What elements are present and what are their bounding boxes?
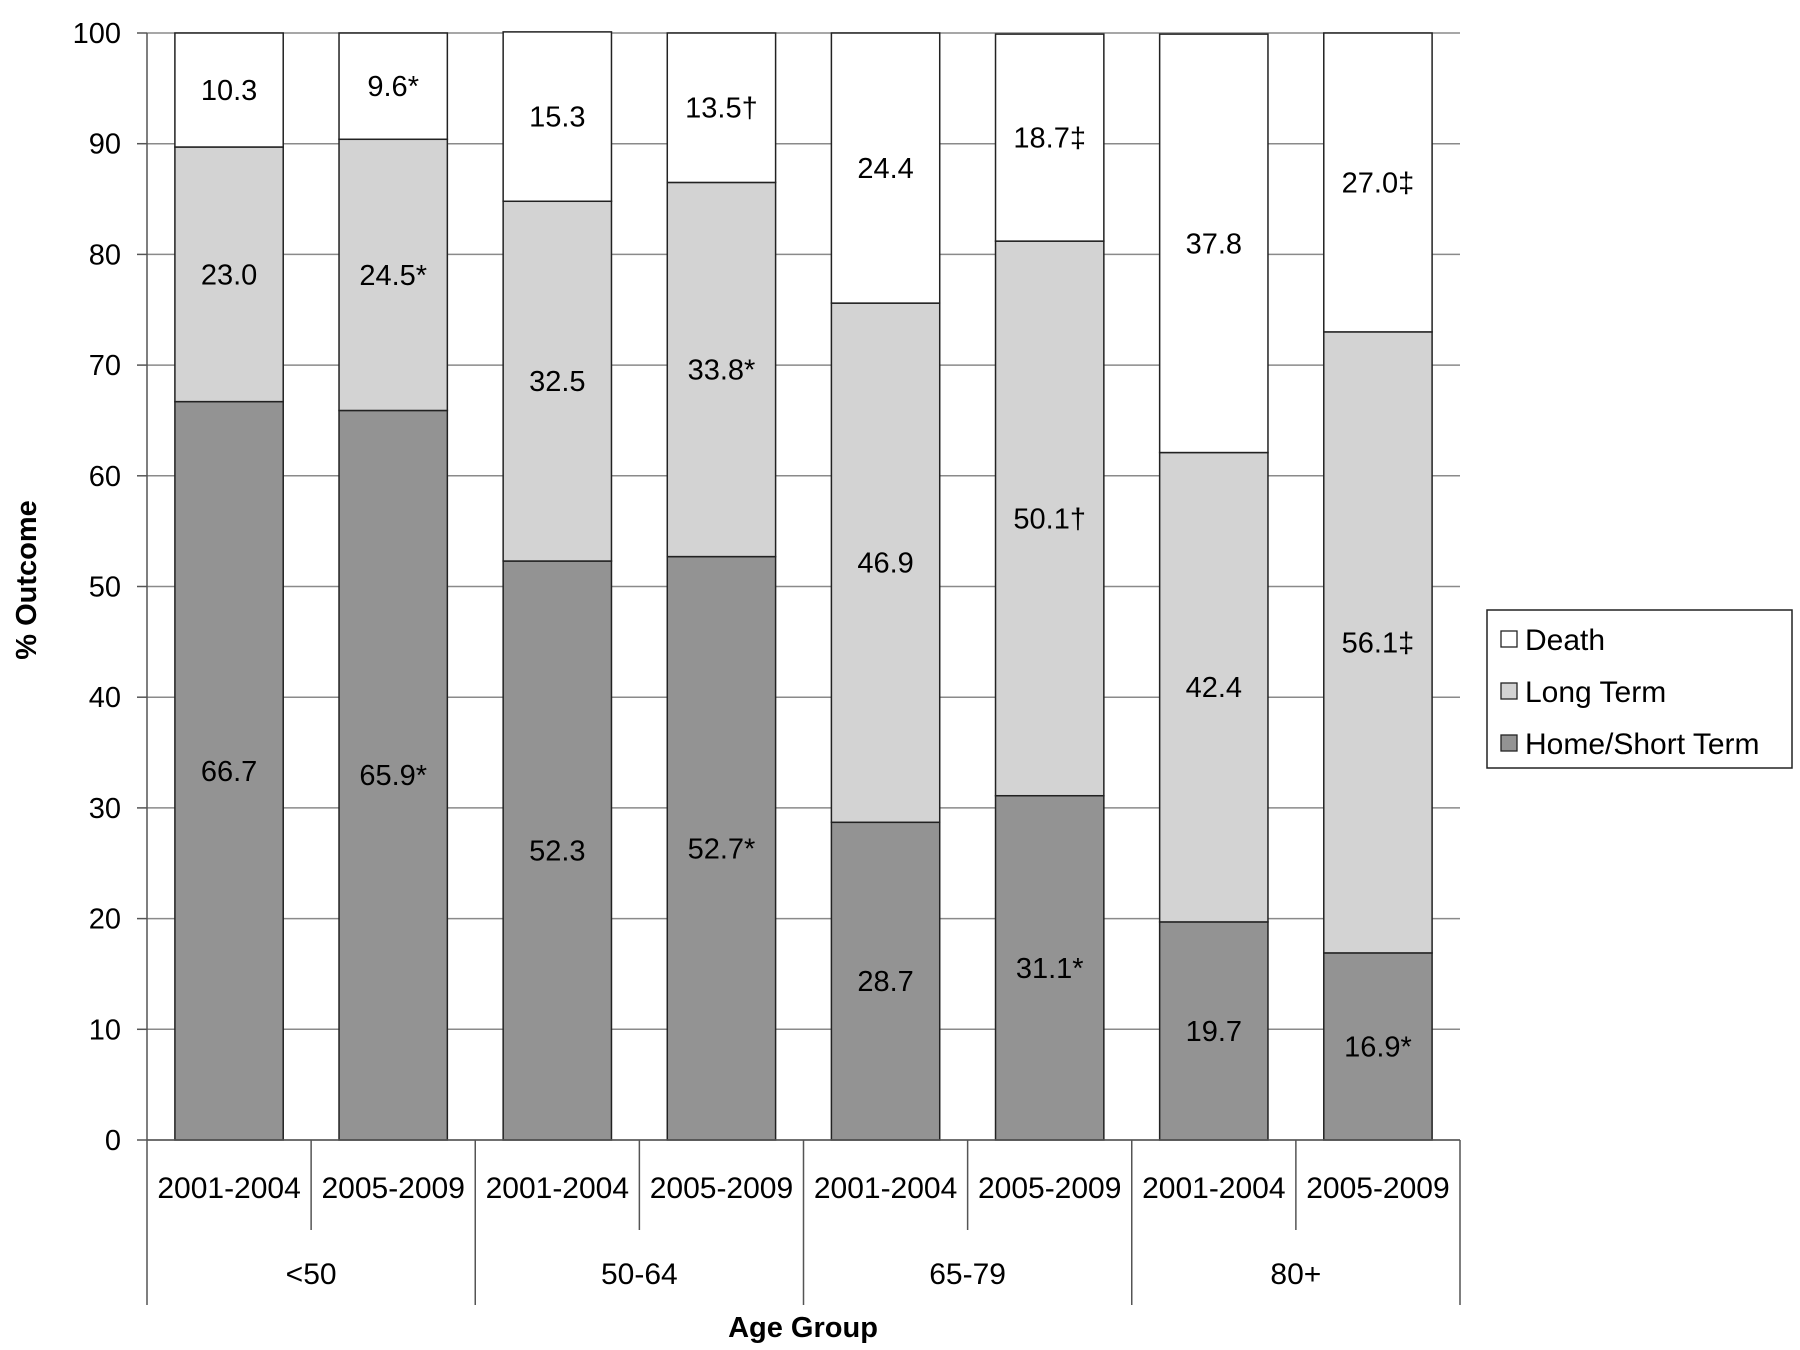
y-tick-label: 80: [89, 239, 121, 271]
bar-segment: [502, 560, 613, 1141]
data-label: 32.5: [529, 366, 585, 398]
x-category-label: 2001-2004: [486, 1172, 629, 1205]
bar-segment: [994, 33, 1105, 242]
bar-segment: [994, 794, 1105, 1141]
data-label: 50.1†: [1013, 503, 1086, 535]
x-group-label: 65-79: [929, 1258, 1006, 1291]
x-category-label: 2001-2004: [1142, 1172, 1285, 1205]
bar-segment: [338, 409, 449, 1141]
bar-segment: [174, 32, 284, 148]
y-tick-label: 90: [89, 129, 121, 161]
bar-segment: [1158, 921, 1269, 1141]
data-label: 16.9*: [1344, 1031, 1412, 1063]
bar-segment: [1158, 33, 1269, 454]
x-group-label: 50-64: [601, 1258, 678, 1291]
legend-swatch: [1500, 734, 1518, 752]
bar-segment: [174, 146, 284, 403]
bar-segment: [338, 32, 449, 141]
data-label: 33.8*: [688, 355, 756, 387]
bar-segment: [502, 31, 613, 203]
bar-segment: [666, 555, 777, 1141]
data-label: 18.7‡: [1013, 123, 1086, 155]
y-tick-label: 50: [89, 572, 121, 604]
bars: [174, 31, 1433, 1141]
y-tick-label: 30: [89, 793, 121, 825]
bar-segment: [1323, 952, 1433, 1141]
data-label: 56.1‡: [1342, 627, 1415, 659]
y-tick-label: 20: [89, 904, 121, 936]
x-category-label: 2005-2009: [1306, 1172, 1449, 1205]
y-tick-label: 100: [73, 18, 121, 50]
data-label: 46.9: [857, 548, 913, 580]
data-label: 13.5†: [685, 93, 758, 125]
bar-segment: [1158, 451, 1269, 923]
legend-box: [1486, 609, 1793, 769]
data-label: 65.9*: [359, 760, 427, 792]
data-label: 24.5*: [359, 260, 427, 292]
y-axis-title: % Outcome: [11, 500, 43, 660]
data-label: 52.3: [529, 836, 585, 868]
x-group-label: 80+: [1270, 1258, 1321, 1291]
bar-segment: [666, 32, 777, 184]
y-axis: 0 10 20 30 40 50 60 70 80 90 100: [73, 18, 148, 1157]
bar-segment: [666, 181, 777, 558]
data-label: 42.4: [1186, 672, 1242, 704]
data-label: 9.6*: [367, 71, 419, 103]
legend-swatch: [1500, 630, 1518, 648]
data-label: 10.3: [201, 75, 257, 107]
bar-segment: [1323, 331, 1433, 954]
bar-segment: [338, 138, 449, 412]
data-label: 52.7*: [688, 833, 756, 865]
y-tick-label: 0: [105, 1125, 121, 1157]
data-label: 66.7: [201, 756, 257, 788]
data-label: 15.3: [529, 102, 585, 134]
x-category-label: 2005-2009: [650, 1172, 793, 1205]
legend: Death Long Term Home/Short Term: [1486, 609, 1793, 769]
x-group-label: <50: [286, 1258, 337, 1291]
data-label: 37.8: [1186, 228, 1242, 260]
bar-segment: [830, 821, 941, 1141]
y-tick-label: 70: [89, 350, 121, 382]
legend-label: Long Term: [1525, 676, 1666, 709]
data-label: 27.0‡: [1342, 167, 1415, 199]
value-labels: 66.7 23.0 10.3 65.9* 24.5* 9.6* 52.3 32.5 15.3 52…: [201, 71, 1414, 1063]
y-tick-label: 40: [89, 682, 121, 714]
x-category-label: 2005-2009: [321, 1172, 464, 1205]
x-axis-title: Age Group: [728, 1312, 878, 1344]
data-label: 19.7: [1186, 1016, 1242, 1048]
bar-segment: [502, 200, 613, 562]
legend-label: Death: [1525, 624, 1605, 657]
data-label: 28.7: [857, 966, 913, 998]
bar-segment: [994, 240, 1105, 797]
bar-segment: [174, 400, 284, 1141]
legend-swatch: [1500, 682, 1518, 700]
x-axis: 2001-2004 2005-2009 2001-2004 2005-2009 2001…: [146, 1139, 1461, 1305]
bar-segment: [1323, 32, 1433, 333]
data-label: 23.0: [201, 259, 257, 291]
legend-label: Home/Short Term: [1525, 728, 1760, 761]
y-tick-label: 60: [89, 461, 121, 493]
data-label: 31.1*: [1016, 953, 1084, 985]
bar-segment: [830, 32, 941, 304]
y-tick-label: 10: [89, 1014, 121, 1046]
x-category-label: 2001-2004: [157, 1172, 300, 1205]
x-category-label: 2005-2009: [978, 1172, 1121, 1205]
x-category-label: 2001-2004: [814, 1172, 957, 1205]
data-label: 24.4: [857, 153, 913, 185]
